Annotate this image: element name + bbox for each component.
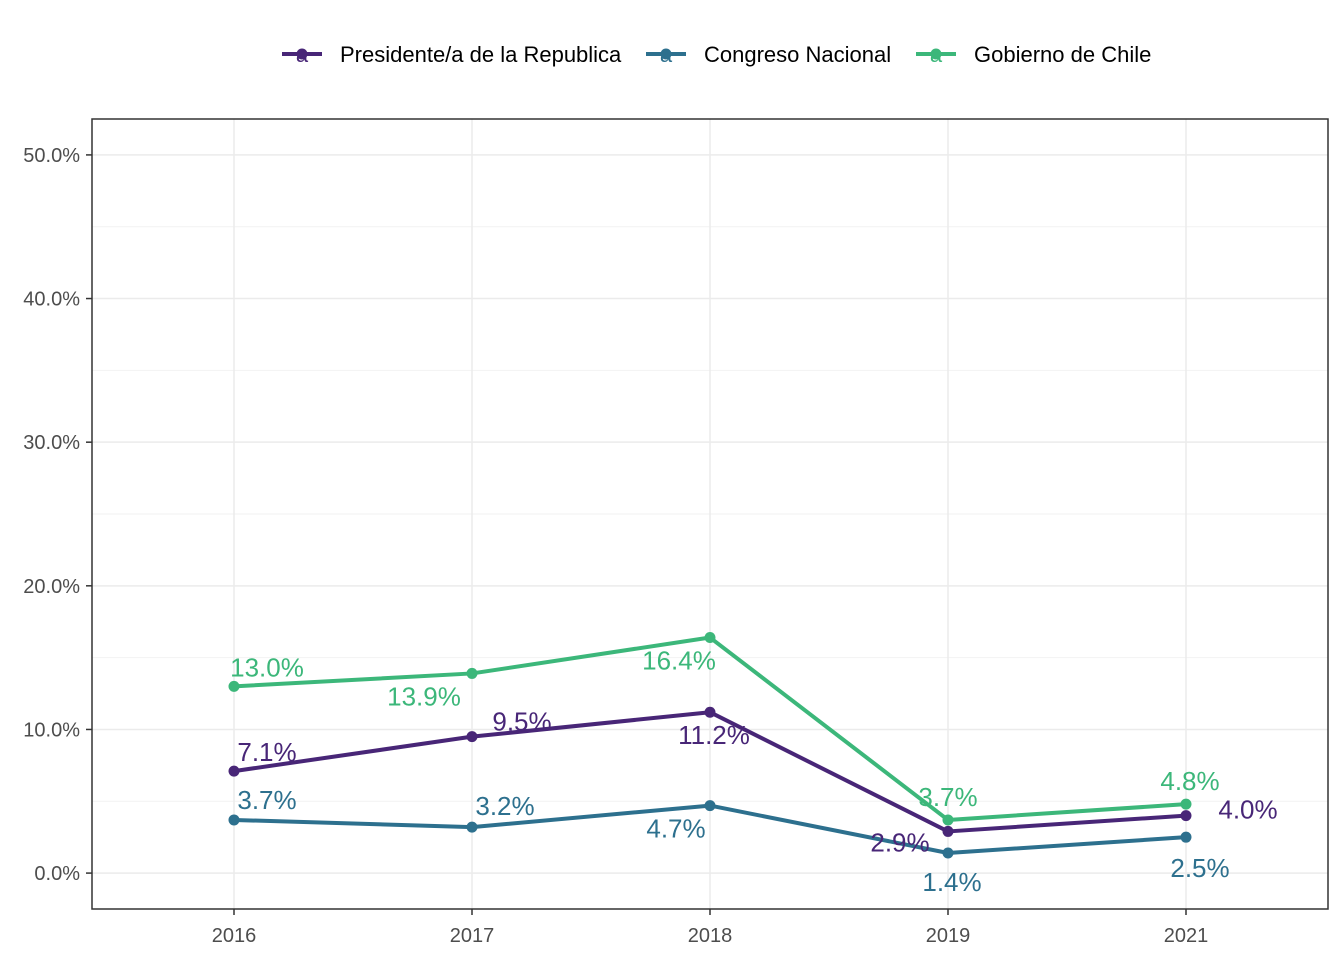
- data-point: [228, 814, 240, 826]
- data-label: 9.5%: [492, 707, 551, 737]
- data-point: [466, 731, 478, 743]
- legend-label: Gobierno de Chile: [974, 42, 1151, 67]
- data-label: 7.1%: [237, 737, 296, 767]
- y-axis: 0.0% 10.0% 20.0% 30.0% 40.0% 50.0%: [23, 145, 92, 885]
- data-point: [228, 680, 240, 692]
- grid-lines: [92, 119, 1328, 909]
- data-label: 4.0%: [1218, 795, 1277, 825]
- legend-item: a Gobierno de Chile: [916, 42, 1151, 67]
- data-label: 13.9%: [387, 681, 461, 711]
- data-point: [1180, 831, 1192, 843]
- legend: a Presidente/a de la Republica a Congreso N…: [282, 42, 1151, 67]
- x-tick-label: 2018: [688, 925, 733, 947]
- legend-key-glyph: a: [930, 42, 943, 67]
- y-tick-label: 40.0%: [23, 289, 80, 311]
- y-tick-label: 50.0%: [23, 145, 80, 167]
- legend-key-glyph: a: [296, 42, 309, 67]
- y-tick-label: 10.0%: [23, 719, 80, 741]
- data-label: 11.2%: [678, 720, 750, 750]
- data-label: 3.7%: [237, 785, 296, 815]
- legend-label: Congreso Nacional: [704, 42, 891, 67]
- data-label: 1.4%: [922, 867, 981, 897]
- x-tick-label: 2019: [926, 925, 971, 947]
- y-tick-label: 30.0%: [23, 432, 80, 454]
- series-points: [228, 632, 1192, 859]
- y-tick-label: 20.0%: [23, 576, 80, 598]
- data-label: 2.5%: [1170, 853, 1229, 883]
- legend-key-glyph: a: [660, 42, 673, 67]
- data-label: 4.7%: [646, 814, 705, 844]
- data-point: [1180, 798, 1192, 810]
- legend-key-point: [930, 48, 942, 60]
- data-point: [466, 821, 478, 833]
- x-axis: 2016 2017 2018 2019 2021: [212, 909, 1209, 947]
- data-labels: 7.1% 9.5% 11.2% 2.9% 4.0% 3.7% 3.2% 4.7% 1.4% 2.5…: [230, 646, 1278, 897]
- x-tick-label: 2021: [1164, 925, 1209, 947]
- data-point: [942, 847, 954, 859]
- data-label: 13.0%: [230, 652, 304, 682]
- legend-key-point: [660, 48, 672, 60]
- data-label: 16.4%: [642, 646, 716, 676]
- data-point: [1180, 810, 1192, 822]
- data-point: [704, 800, 716, 812]
- y-tick-label: 0.0%: [34, 863, 80, 885]
- data-label: 2.9%: [870, 827, 929, 857]
- legend-item: a Presidente/a de la Republica: [282, 42, 622, 67]
- data-point: [466, 667, 478, 679]
- legend-item: a Congreso Nacional: [646, 42, 891, 67]
- data-label: 4.8%: [1160, 766, 1219, 796]
- data-point: [942, 825, 954, 837]
- data-point: [704, 706, 716, 718]
- data-point: [942, 814, 954, 826]
- data-label: 3.7%: [918, 782, 977, 812]
- legend-label: Presidente/a de la Republica: [340, 42, 622, 67]
- data-point: [228, 765, 240, 777]
- legend-key-point: [296, 48, 308, 60]
- data-point: [704, 632, 716, 644]
- x-tick-label: 2017: [450, 925, 495, 947]
- data-label: 3.2%: [475, 791, 534, 821]
- x-tick-label: 2016: [212, 925, 257, 947]
